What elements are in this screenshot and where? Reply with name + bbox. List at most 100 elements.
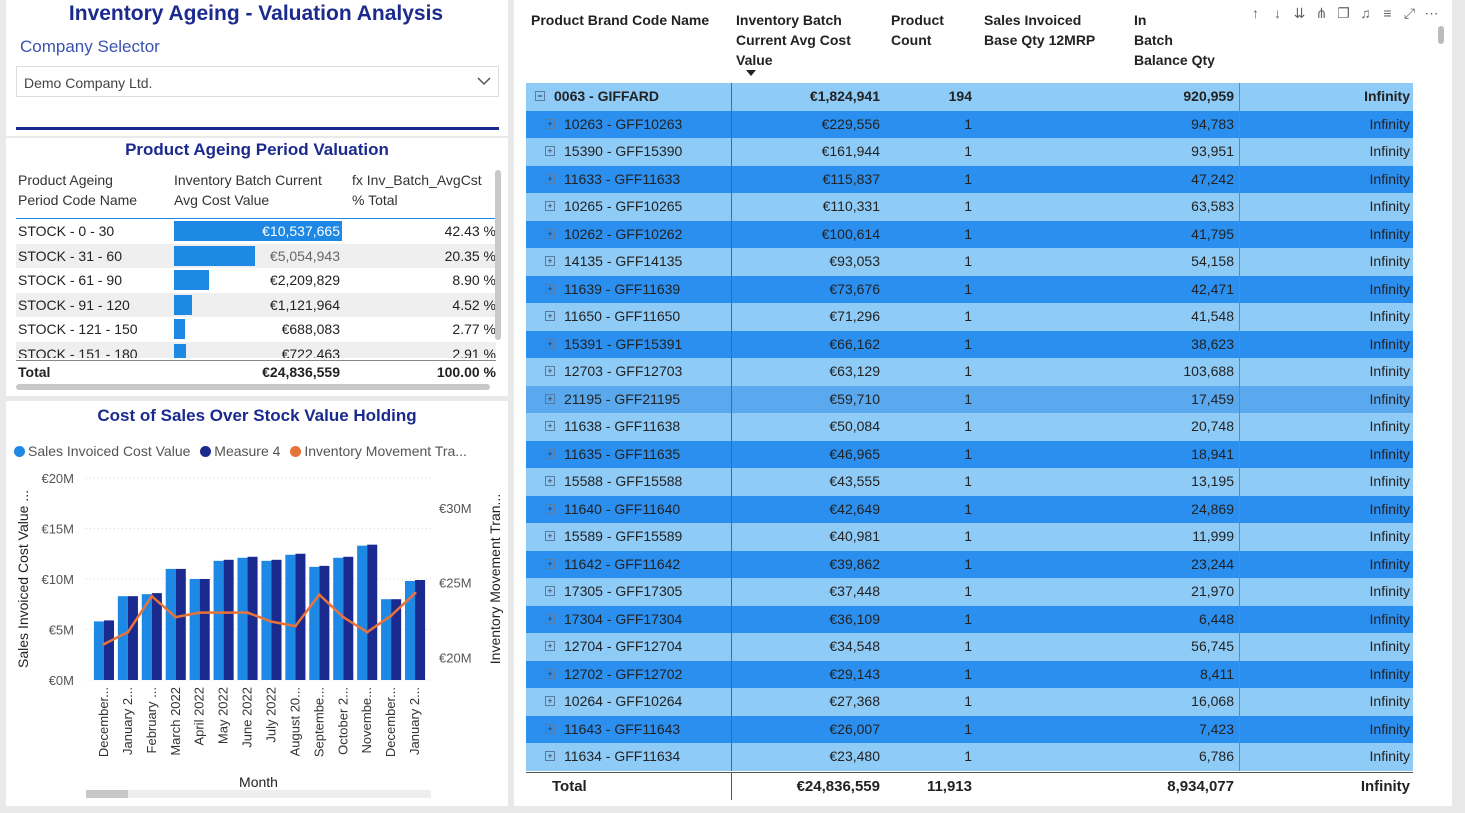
col-header-sales-invoiced-qty[interactable]: Sales Invoiced Base Qty 12MRP <box>984 12 1096 48</box>
col-header-batch-balance-qty[interactable]: In Batch Balance Qty <box>1134 12 1215 68</box>
expand-icon[interactable]: + <box>545 201 555 211</box>
expand-icon[interactable]: + <box>545 448 555 459</box>
avg-cost-value: €39,862 <box>829 555 880 572</box>
expand-icon[interactable]: + <box>545 173 555 184</box>
expand-icon[interactable]: + <box>545 283 555 294</box>
matrix-row[interactable]: +11639 - GFF11639 €73,676 1 42,471 Infinity <box>526 275 1413 303</box>
expand-icon[interactable]: + <box>545 476 555 486</box>
column-divider <box>1239 440 1240 468</box>
ageing-row[interactable]: STOCK - 61 - 90 €2,209,829 8.90 % <box>16 268 496 293</box>
filter-icon[interactable]: ≡ <box>1383 5 1392 21</box>
column-divider <box>1239 605 1240 633</box>
expand-icon[interactable]: + <box>545 668 555 679</box>
sort-ascending-icon[interactable]: ↑ <box>1252 5 1259 21</box>
expand-icon[interactable]: + <box>545 696 555 706</box>
matrix-row[interactable]: +15588 - GFF15588 €43,555 1 13,195 Infinity <box>526 468 1413 496</box>
matrix-row[interactable]: +17305 - GFF17305 €37,448 1 21,970 Infinity <box>526 578 1413 606</box>
product-count: 1 <box>964 720 972 737</box>
ageing-row[interactable]: STOCK - 151 - 180 €722,463 2.91 % <box>16 341 496 358</box>
x-axis-label: Month <box>239 774 278 790</box>
focus-mode-icon[interactable]: ⤢ <box>1403 5 1416 21</box>
matrix-row[interactable]: +11634 - GFF11634 €23,480 1 6,786 Infinity <box>526 743 1413 771</box>
matrix-row[interactable]: +10263 - GFF10263 €229,556 1 94,783 Infinity <box>526 110 1413 138</box>
matrix-row[interactable]: +12702 - GFF12702 €29,143 1 8,411 Infinity <box>526 660 1413 688</box>
matrix-row[interactable]: +11642 - GFF11642 €39,862 1 23,244 Infinity <box>526 550 1413 578</box>
ageing-total-pct: 100.00 % <box>436 364 496 380</box>
expand-icon[interactable]: + <box>545 586 555 596</box>
matrix-row[interactable]: +11643 - GFF11643 €26,007 1 7,423 Infinity <box>526 715 1413 743</box>
matrix-row[interactable]: +12704 - GFF12704 €34,548 1 56,745 Infinity <box>526 633 1413 661</box>
col-header-avg-cost-value[interactable]: Inventory Batch Current Avg Cost Value <box>736 12 851 68</box>
expand-icon[interactable]: + <box>545 311 555 321</box>
col-header-product-count[interactable]: Product Count <box>891 12 944 48</box>
chart-horizontal-scrollbar[interactable] <box>86 790 431 798</box>
matrix-row[interactable]: +14135 - GFF14135 €93,053 1 54,158 Infinity <box>526 248 1413 276</box>
matrix-row[interactable]: +10265 - GFF10265 €110,331 1 63,583 Infinity <box>526 193 1413 221</box>
expand-icon[interactable]: + <box>545 366 555 376</box>
legend-item-sales-invoiced[interactable]: Sales Invoiced Cost Value <box>14 443 190 459</box>
ageing-row[interactable]: STOCK - 31 - 60 €5,054,943 20.35 % <box>16 243 496 268</box>
expand-icon[interactable]: + <box>545 146 555 156</box>
column-divider <box>1239 193 1240 221</box>
copy-icon[interactable]: ❐ <box>1337 5 1350 21</box>
expand-icon[interactable]: + <box>545 558 555 569</box>
matrix-row[interactable]: +11640 - GFF11640 €42,649 1 24,869 Infinity <box>526 495 1413 523</box>
ageing-vertical-scrollbar[interactable] <box>495 170 501 340</box>
legend-item-inventory-movement[interactable]: Inventory Movement Tra... <box>290 443 467 459</box>
matrix-row[interactable]: +11638 - GFF11638 €50,084 1 20,748 Infinity <box>526 413 1413 441</box>
expand-icon[interactable]: + <box>545 723 555 734</box>
chart-scroll-thumb[interactable] <box>86 790 128 798</box>
last-column-value: Infinity <box>1369 473 1410 489</box>
ageing-row[interactable]: STOCK - 91 - 120 €1,121,964 4.52 % <box>16 292 496 317</box>
line-point <box>365 630 369 634</box>
expand-icon[interactable]: + <box>545 421 555 431</box>
product-count: 1 <box>964 170 972 187</box>
expand-icon[interactable]: + <box>545 751 555 761</box>
expand-icon[interactable]: + <box>545 118 555 129</box>
expand-icon[interactable]: + <box>545 256 555 266</box>
sort-descending-icon[interactable]: ↓ <box>1274 5 1281 21</box>
matrix-parent-row[interactable]: −0063 - GIFFARD €1,824,941 194 920,959 Infin… <box>526 83 1413 111</box>
company-dropdown[interactable]: Demo Company Ltd. <box>16 66 499 97</box>
ageing-row[interactable]: STOCK - 0 - 30 €10,537,665 42.43 % <box>16 219 496 244</box>
avg-cost-value: €36,109 <box>829 610 880 627</box>
matrix-row[interactable]: +12703 - GFF12703 €63,129 1 103,688 Infinity <box>526 358 1413 386</box>
expand-icon[interactable]: + <box>545 613 555 624</box>
matrix-row[interactable]: +11635 - GFF11635 €46,965 1 18,941 Infinity <box>526 440 1413 468</box>
expand-icon[interactable]: + <box>545 641 555 651</box>
bar-measure-4 <box>175 568 186 680</box>
batch-balance-qty: 16,068 <box>1191 693 1234 709</box>
drill-down-icon[interactable]: ⇊ <box>1293 5 1306 21</box>
matrix-row[interactable]: +10264 - GFF10264 €27,368 1 16,068 Infinity <box>526 688 1413 716</box>
total-qty: 8,934,077 <box>1167 778 1234 795</box>
ageing-col-header-value[interactable]: Inventory Batch Current Avg Cost Value <box>174 172 322 208</box>
more-options-icon[interactable]: ⋯ <box>1424 5 1439 21</box>
expand-hierarchy-icon[interactable]: ⋔ <box>1315 5 1328 21</box>
matrix-row[interactable]: +15589 - GFF15589 €40,981 1 11,999 Infinity <box>526 523 1413 551</box>
column-divider <box>1239 688 1240 716</box>
matrix-row[interactable]: +11650 - GFF11650 €71,296 1 41,548 Infinity <box>526 303 1413 331</box>
product-count: 1 <box>964 335 972 352</box>
product-name: 12702 - GFF12702 <box>564 665 683 682</box>
expand-icon[interactable]: + <box>545 393 555 404</box>
ageing-col-header-pct[interactable]: fx Inv_Batch_AvgCst% Total <box>352 172 482 208</box>
expand-icon[interactable]: + <box>545 503 555 514</box>
matrix-vertical-scrollbar[interactable] <box>1438 26 1444 44</box>
expand-icon[interactable]: + <box>545 338 555 349</box>
matrix-row[interactable]: +17304 - GFF17304 €36,109 1 6,448 Infinity <box>526 605 1413 633</box>
ageing-horizontal-scrollbar[interactable] <box>16 384 490 390</box>
alert-icon[interactable]: ♫ <box>1360 5 1371 21</box>
matrix-row[interactable]: +11633 - GFF11633 €115,837 1 47,242 Infinity <box>526 165 1413 193</box>
expand-icon[interactable]: + <box>545 228 555 239</box>
matrix-row[interactable]: +15391 - GFF15391 €66,162 1 38,623 Infinity <box>526 330 1413 358</box>
matrix-row[interactable]: +21195 - GFF21195 €59,710 1 17,459 Infinity <box>526 385 1413 413</box>
matrix-row[interactable]: +10262 - GFF10262 €100,614 1 41,795 Infinity <box>526 220 1413 248</box>
line-point <box>341 615 345 619</box>
expand-icon[interactable]: + <box>545 531 555 541</box>
ageing-row[interactable]: STOCK - 121 - 150 €688,083 2.77 % <box>16 317 496 342</box>
ageing-col-header-period[interactable]: Product Ageing Period Code Name <box>18 172 138 208</box>
legend-item-measure-4[interactable]: Measure 4 <box>200 443 280 459</box>
matrix-row[interactable]: +15390 - GFF15390 €161,944 1 93,951 Infinity <box>526 138 1413 166</box>
collapse-icon[interactable]: − <box>535 91 545 101</box>
col-header-brand[interactable]: Product Brand Code Name <box>531 12 710 28</box>
